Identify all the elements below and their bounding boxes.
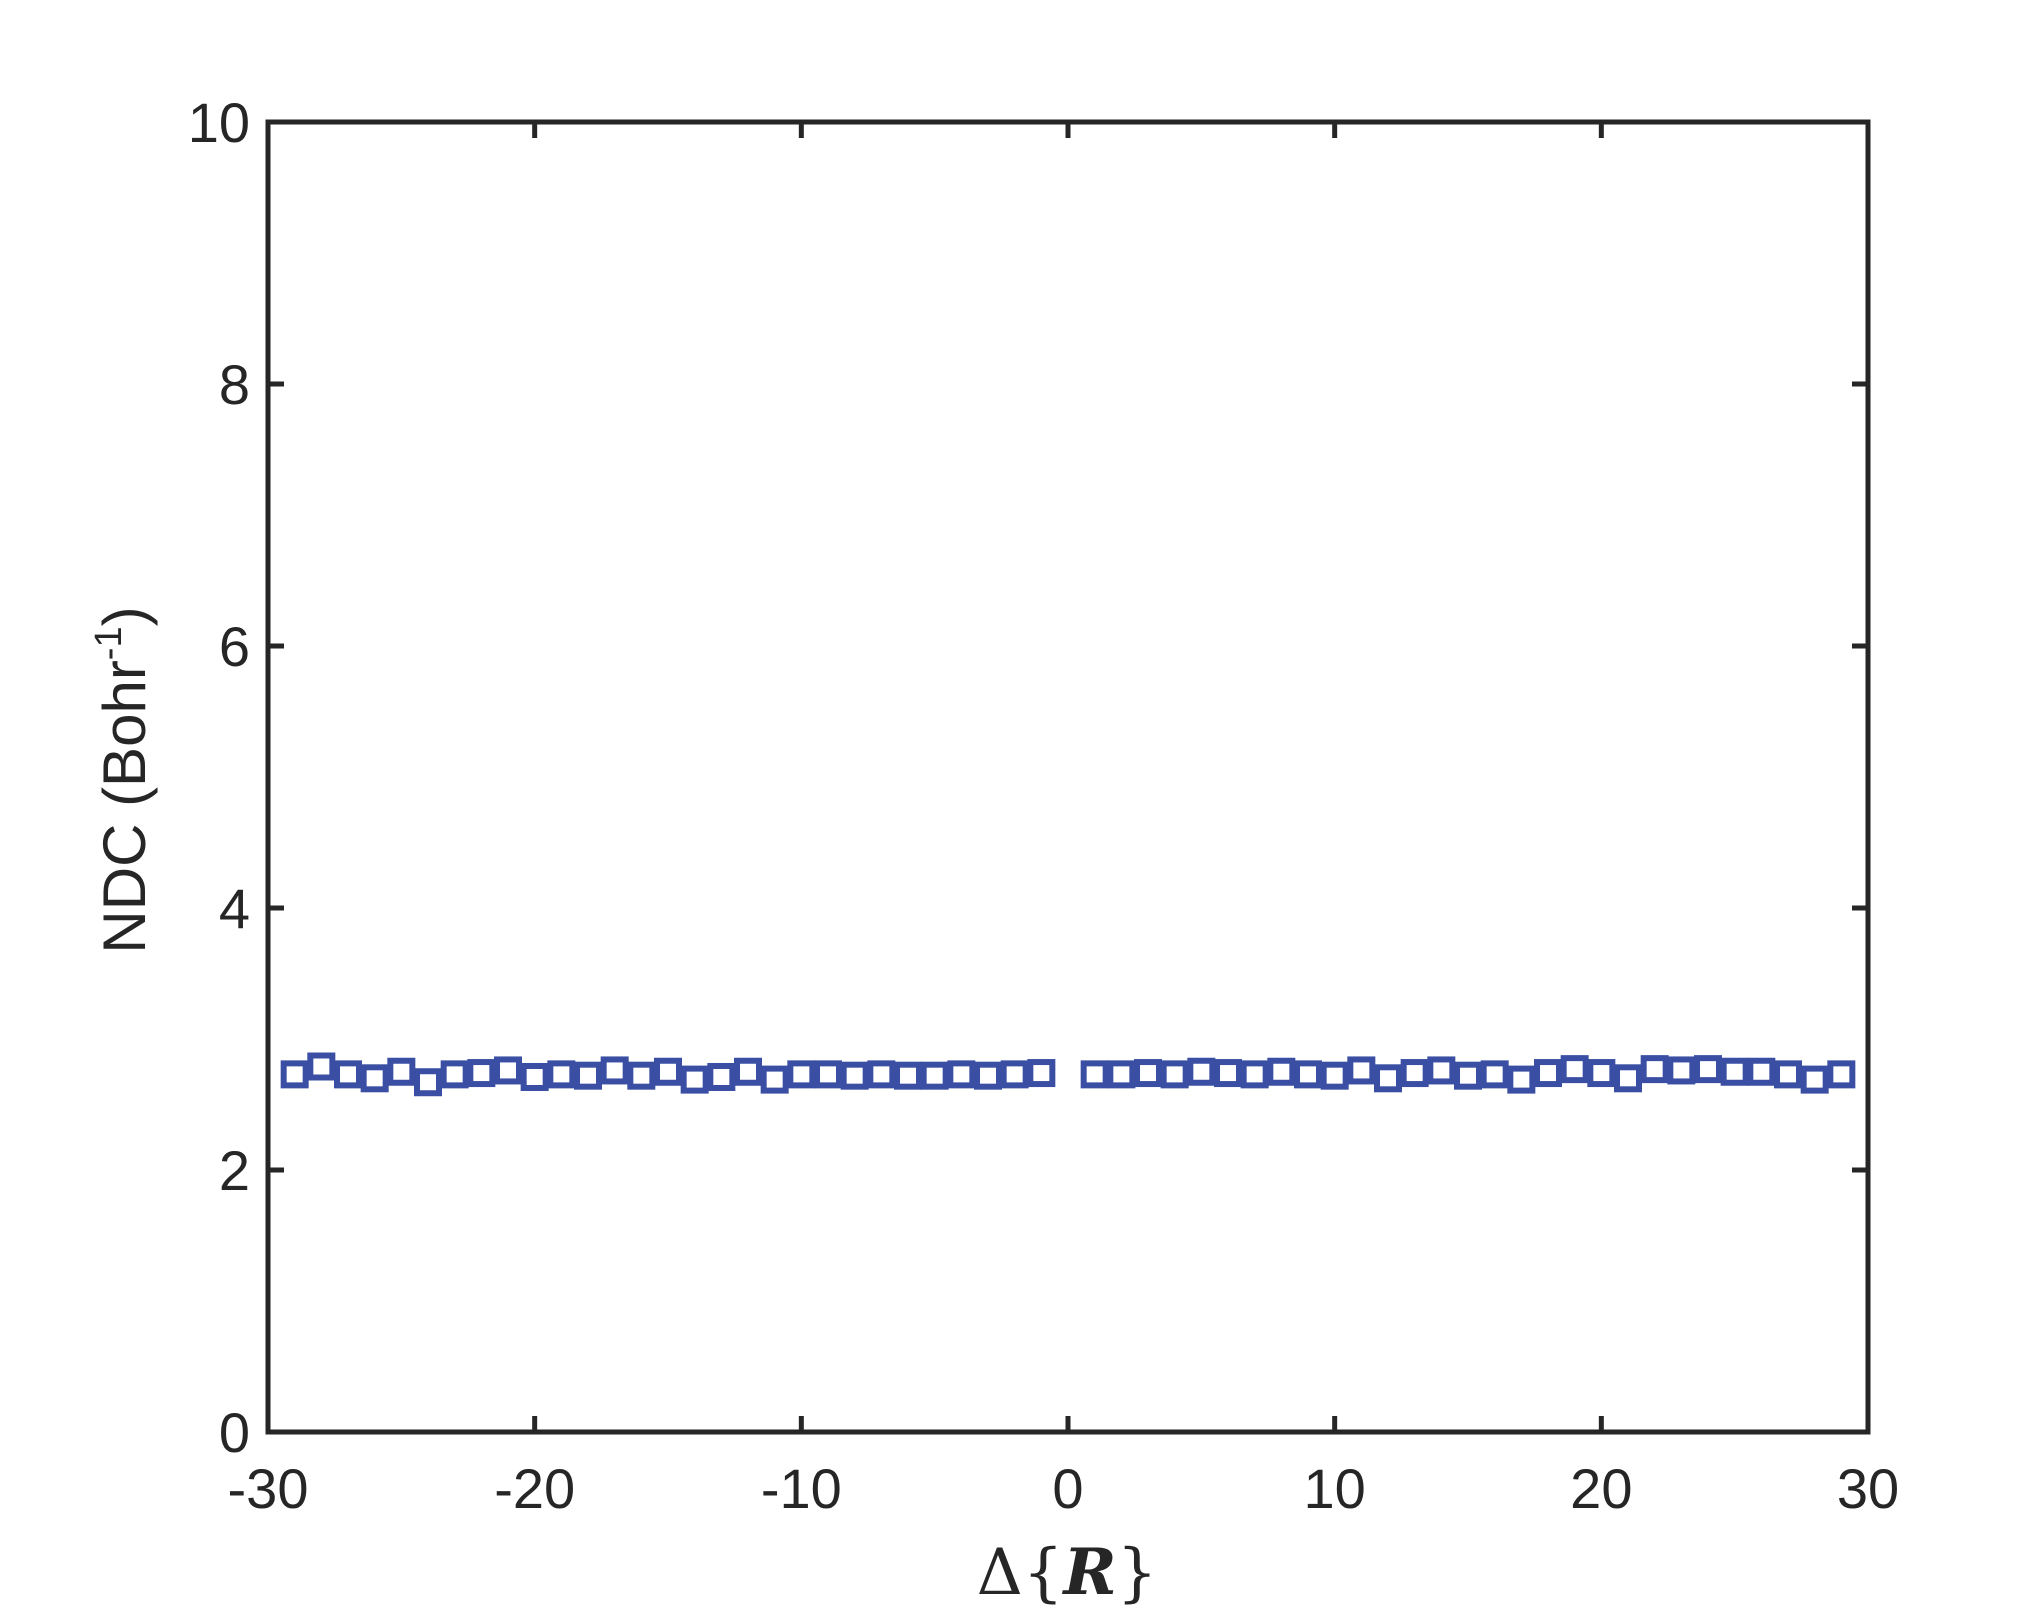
y-tick-label: 2 bbox=[219, 1139, 250, 1202]
data-point bbox=[520, 1062, 549, 1091]
data-point bbox=[360, 1064, 389, 1093]
data-point bbox=[627, 1061, 656, 1090]
x-tick-label: 0 bbox=[1052, 1457, 1083, 1520]
data-point bbox=[387, 1057, 416, 1086]
y-tick-label: 6 bbox=[219, 615, 250, 678]
data-point bbox=[1214, 1059, 1242, 1088]
data-point bbox=[574, 1061, 602, 1090]
data-point bbox=[440, 1060, 469, 1089]
data-point bbox=[1507, 1065, 1536, 1094]
y-tick-label: 8 bbox=[219, 353, 250, 416]
data-point bbox=[787, 1060, 816, 1089]
data-point bbox=[1160, 1060, 1189, 1089]
x-axis-label: Δ{R} bbox=[977, 1535, 1158, 1610]
data-point bbox=[1240, 1060, 1269, 1089]
data-point bbox=[1187, 1057, 1216, 1086]
data-point bbox=[680, 1065, 709, 1094]
data-point bbox=[1454, 1061, 1482, 1090]
x-tick-labels: -30 -20 -10 0 10 20 30 bbox=[228, 1457, 1900, 1520]
data-point bbox=[1134, 1059, 1162, 1088]
data-point bbox=[1427, 1056, 1456, 1085]
x-tick-label: -10 bbox=[761, 1457, 842, 1520]
data-point bbox=[547, 1060, 576, 1089]
data-point bbox=[867, 1060, 896, 1089]
data-point bbox=[1400, 1059, 1429, 1088]
data-point bbox=[920, 1061, 949, 1090]
data-point bbox=[1667, 1056, 1696, 1085]
data-point bbox=[814, 1060, 842, 1089]
data-point bbox=[840, 1061, 869, 1090]
data-point bbox=[600, 1056, 629, 1085]
data-point bbox=[307, 1052, 336, 1081]
data-series bbox=[280, 1052, 1856, 1097]
data-point bbox=[707, 1062, 736, 1091]
data-point bbox=[654, 1057, 682, 1086]
y-axis-label: NDC (Bohr-1) bbox=[88, 606, 158, 953]
x-tick-label: 30 bbox=[1837, 1457, 1899, 1520]
x-tick-label: 20 bbox=[1570, 1457, 1632, 1520]
data-point bbox=[734, 1057, 762, 1086]
data-point bbox=[1747, 1057, 1776, 1086]
y-tick-label: 10 bbox=[188, 91, 250, 154]
data-point bbox=[1827, 1060, 1856, 1089]
y-tick-label: 0 bbox=[219, 1401, 250, 1464]
data-point bbox=[1694, 1055, 1722, 1084]
data-point bbox=[1534, 1059, 1562, 1088]
data-point bbox=[1374, 1064, 1402, 1093]
data-point bbox=[1347, 1056, 1376, 1085]
data-point bbox=[1267, 1057, 1296, 1086]
plot-frame bbox=[265, 119, 1871, 1435]
data-point bbox=[1640, 1055, 1669, 1084]
y-tick-label: 4 bbox=[219, 877, 250, 940]
data-point bbox=[1774, 1060, 1802, 1089]
data-point bbox=[1107, 1060, 1136, 1089]
data-point bbox=[334, 1060, 362, 1089]
data-point bbox=[1320, 1061, 1349, 1090]
data-point bbox=[1614, 1064, 1642, 1093]
axis-ticks bbox=[265, 119, 1871, 1435]
data-point bbox=[414, 1068, 442, 1097]
data-point bbox=[1720, 1057, 1749, 1086]
data-point bbox=[1000, 1060, 1029, 1089]
data-point bbox=[894, 1061, 922, 1090]
data-point bbox=[974, 1061, 1002, 1090]
data-point bbox=[467, 1059, 496, 1088]
data-point bbox=[1587, 1059, 1616, 1088]
data-point bbox=[1560, 1055, 1589, 1084]
data-point bbox=[494, 1056, 522, 1085]
data-point bbox=[947, 1060, 976, 1089]
data-point bbox=[760, 1065, 789, 1094]
data-point bbox=[1480, 1060, 1509, 1089]
data-point bbox=[1294, 1060, 1322, 1089]
data-point bbox=[1800, 1065, 1829, 1094]
x-tick-label: 10 bbox=[1304, 1457, 1366, 1520]
y-tick-labels: 0 2 4 6 8 10 bbox=[188, 91, 250, 1464]
x-tick-label: -20 bbox=[494, 1457, 575, 1520]
x-tick-label: -30 bbox=[228, 1457, 309, 1520]
data-point bbox=[1027, 1059, 1056, 1088]
data-point bbox=[1080, 1060, 1109, 1089]
data-point bbox=[280, 1060, 309, 1089]
